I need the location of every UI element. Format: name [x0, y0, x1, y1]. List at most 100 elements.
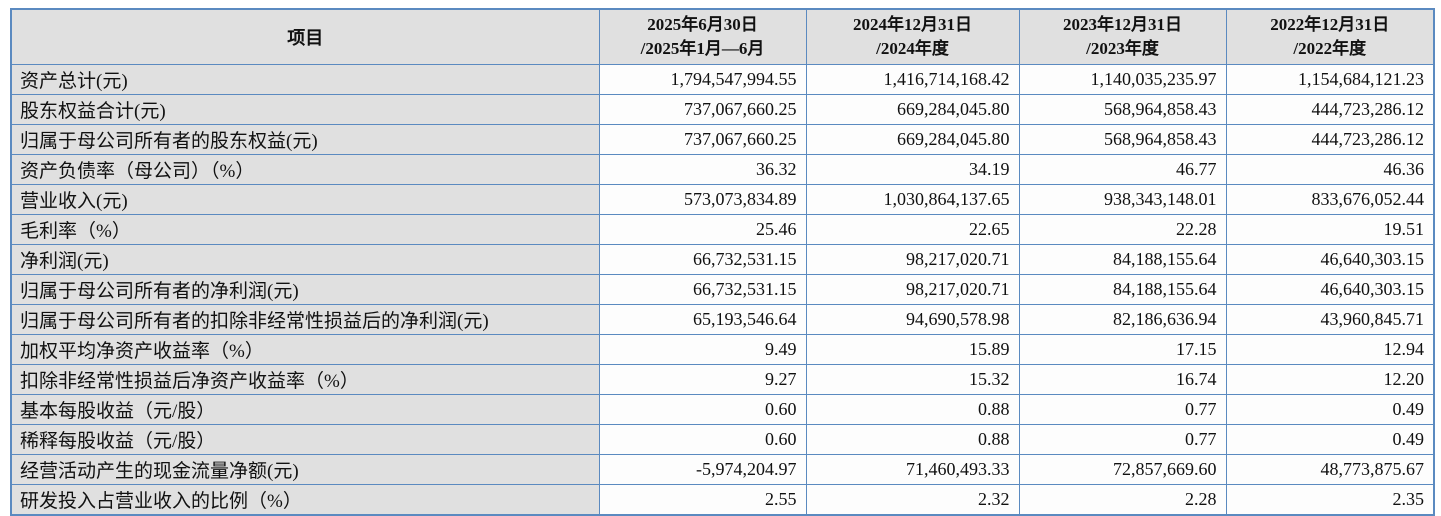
cell-value: 22.28 [1018, 214, 1227, 245]
cell-value: 12.20 [1225, 364, 1435, 395]
financial-summary-table-wrap: 项目 2025年6月30日/2025年1月—6月 2024年12月31日/2024… [10, 8, 1435, 516]
period-line1: 2025年6月30日 [647, 15, 758, 34]
cell-value: 1,416,714,168.42 [805, 64, 1020, 95]
cell-value: 1,030,864,137.65 [805, 184, 1020, 215]
table-row: 归属于母公司所有者的净利润(元) 66,732,531.15 98,217,020.… [10, 274, 1435, 305]
cell-value: 737,067,660.25 [598, 124, 807, 155]
period-line1: 2023年12月31日 [1063, 15, 1182, 34]
table-row: 归属于母公司所有者的扣除非经常性损益后的净利润(元) 65,193,546.64 9… [10, 304, 1435, 335]
row-label: 净利润(元) [10, 244, 600, 275]
table-row: 基本每股收益（元/股） 0.60 0.88 0.77 0.49 [10, 394, 1435, 425]
cell-value: 46.77 [1018, 154, 1227, 185]
cell-value: 66,732,531.15 [598, 244, 807, 275]
cell-value: 0.49 [1225, 394, 1435, 425]
cell-value: 568,964,858.43 [1018, 94, 1227, 125]
cell-value: 833,676,052.44 [1225, 184, 1435, 215]
row-label: 归属于母公司所有者的扣除非经常性损益后的净利润(元) [10, 304, 600, 335]
table-row: 归属于母公司所有者的股东权益(元) 737,067,660.25 669,284,0… [10, 124, 1435, 155]
row-label: 股东权益合计(元) [10, 94, 600, 125]
cell-value: 573,073,834.89 [598, 184, 807, 215]
cell-value: 48,773,875.67 [1225, 454, 1435, 485]
row-label: 资产总计(元) [10, 64, 600, 95]
cell-value: 17.15 [1018, 334, 1227, 365]
period-line1: 2022年12月31日 [1270, 15, 1390, 34]
cell-value: 0.60 [598, 394, 807, 425]
table-row: 扣除非经常性损益后净资产收益率（%） 9.27 15.32 16.74 12.20 [10, 364, 1435, 395]
row-label: 基本每股收益（元/股） [10, 394, 600, 425]
cell-value: 22.65 [805, 214, 1020, 245]
cell-value: 84,188,155.64 [1018, 244, 1227, 275]
header-row: 项目 2025年6月30日/2025年1月—6月 2024年12月31日/2024… [10, 8, 1435, 65]
cell-value: 19.51 [1225, 214, 1435, 245]
cell-value: 65,193,546.64 [598, 304, 807, 335]
row-label: 归属于母公司所有者的股东权益(元) [10, 124, 600, 155]
cell-value: 669,284,045.80 [805, 94, 1020, 125]
cell-value: 84,188,155.64 [1018, 274, 1227, 305]
cell-value: 444,723,286.12 [1225, 124, 1435, 155]
table-row: 稀释每股收益（元/股） 0.60 0.88 0.77 0.49 [10, 424, 1435, 455]
table-row: 股东权益合计(元) 737,067,660.25 669,284,045.80 568… [10, 94, 1435, 125]
period-line1: 2024年12月31日 [853, 15, 972, 34]
cell-value: -5,974,204.97 [598, 454, 807, 485]
row-label: 资产负债率（母公司）（%） [10, 154, 600, 185]
cell-value: 1,794,547,994.55 [598, 64, 807, 95]
cell-value: 9.49 [598, 334, 807, 365]
cell-value: 1,154,684,121.23 [1225, 64, 1435, 95]
period-line2: /2025年1月—6月 [640, 39, 765, 58]
table-row: 经营活动产生的现金流量净额(元) -5,974,204.97 71,460,493.… [10, 454, 1435, 485]
table-row: 营业收入(元) 573,073,834.89 1,030,864,137.65 938… [10, 184, 1435, 215]
cell-value: 0.60 [598, 424, 807, 455]
row-label: 扣除非经常性损益后净资产收益率（%） [10, 364, 600, 395]
cell-value: 25.46 [598, 214, 807, 245]
row-label: 稀释每股收益（元/股） [10, 424, 600, 455]
cell-value: 938,343,148.01 [1018, 184, 1227, 215]
table-row: 净利润(元) 66,732,531.15 98,217,020.71 84,188,1… [10, 244, 1435, 275]
cell-value: 46.36 [1225, 154, 1435, 185]
row-label: 营业收入(元) [10, 184, 600, 215]
period-line2: /2023年度 [1086, 39, 1159, 58]
table-row: 加权平均净资产收益率（%） 9.49 15.89 17.15 12.94 [10, 334, 1435, 365]
cell-value: 72,857,669.60 [1018, 454, 1227, 485]
cell-value: 669,284,045.80 [805, 124, 1020, 155]
cell-value: 1,140,035,235.97 [1018, 64, 1227, 95]
cell-value: 98,217,020.71 [805, 274, 1020, 305]
column-header-item: 项目 [10, 8, 600, 65]
cell-value: 43,960,845.71 [1225, 304, 1435, 335]
cell-value: 82,186,636.94 [1018, 304, 1227, 335]
cell-value: 94,690,578.98 [805, 304, 1020, 335]
cell-value: 15.89 [805, 334, 1020, 365]
financial-summary-table: 项目 2025年6月30日/2025年1月—6月 2024年12月31日/2024… [10, 8, 1435, 516]
cell-value: 71,460,493.33 [805, 454, 1020, 485]
cell-value: 46,640,303.15 [1225, 244, 1435, 275]
cell-value: 568,964,858.43 [1018, 124, 1227, 155]
cell-value: 9.27 [598, 364, 807, 395]
cell-value: 444,723,286.12 [1225, 94, 1435, 125]
column-header-period: 2022年12月31日/2022年度 [1225, 8, 1435, 65]
column-header-period: 2025年6月30日/2025年1月—6月 [598, 8, 807, 65]
table-row: 资产总计(元) 1,794,547,994.55 1,416,714,168.42 1… [10, 64, 1435, 95]
period-line2: /2022年度 [1293, 39, 1367, 58]
column-header-period: 2024年12月31日/2024年度 [805, 8, 1020, 65]
table-row: 毛利率（%） 25.46 22.65 22.28 19.51 [10, 214, 1435, 245]
cell-value: 0.49 [1225, 424, 1435, 455]
cell-value: 0.88 [805, 394, 1020, 425]
row-label: 经营活动产生的现金流量净额(元) [10, 454, 600, 485]
row-label: 毛利率（%） [10, 214, 600, 245]
cell-value: 36.32 [598, 154, 807, 185]
cell-value: 98,217,020.71 [805, 244, 1020, 275]
cell-value: 46,640,303.15 [1225, 274, 1435, 305]
cell-value: 15.32 [805, 364, 1020, 395]
table-row: 资产负债率（母公司）（%） 36.32 34.19 46.77 46.36 [10, 154, 1435, 185]
row-label: 归属于母公司所有者的净利润(元) [10, 274, 600, 305]
period-line2: /2024年度 [876, 39, 949, 58]
cell-value: 12.94 [1225, 334, 1435, 365]
cell-value: 737,067,660.25 [598, 94, 807, 125]
cell-value: 34.19 [805, 154, 1020, 185]
cell-value: 0.88 [805, 424, 1020, 455]
cell-value: 66,732,531.15 [598, 274, 807, 305]
cell-value: 16.74 [1018, 364, 1227, 395]
cell-value: 0.77 [1018, 394, 1227, 425]
cell-value: 0.77 [1018, 424, 1227, 455]
column-header-period: 2023年12月31日/2023年度 [1018, 8, 1227, 65]
row-label: 加权平均净资产收益率（%） [10, 334, 600, 365]
